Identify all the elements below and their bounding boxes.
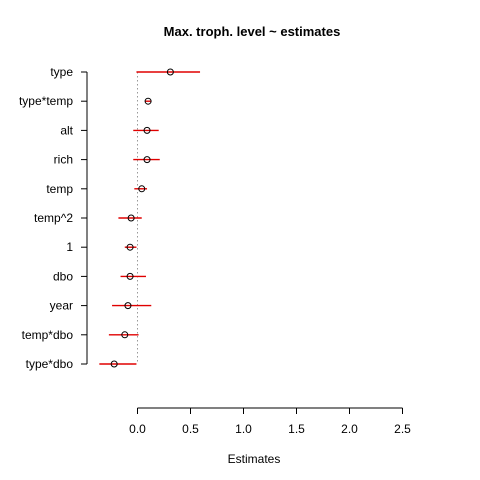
x-tick-label: 1.0 (235, 422, 252, 436)
y-tick-label: temp^2 (34, 211, 73, 225)
y-axis: type type*temp alt rich temp temp^2 1 dbo year te… (19, 65, 88, 371)
y-tick-label: temp*dbo (22, 328, 74, 342)
y-tick-label: type*temp (19, 94, 73, 108)
y-tick-label: dbo (53, 269, 73, 283)
confidence-intervals (99, 71, 201, 365)
chart-title: Max. troph. level ~ estimates (164, 24, 341, 39)
x-tick-label: 0.0 (129, 422, 146, 436)
y-tick-label: rich (54, 153, 73, 167)
point-dbo (126, 272, 134, 280)
point-temp*dbo (121, 331, 129, 339)
point-1 (126, 243, 134, 251)
x-tick-label: 2.5 (394, 422, 411, 436)
point-temp (138, 185, 146, 193)
y-tick-label: temp (46, 182, 73, 196)
x-axis-label: Estimates (228, 452, 281, 466)
x-tick-label: 1.5 (288, 422, 305, 436)
y-tick-label: type (50, 65, 73, 79)
x-axis: 0.0 0.5 1.0 1.5 2.0 2.5 (129, 407, 411, 436)
x-tick-label: 2.0 (341, 422, 358, 436)
point-rich (143, 156, 151, 164)
y-tick-label: year (50, 299, 73, 313)
y-tick-label: alt (60, 123, 73, 137)
point-type*temp (144, 97, 152, 105)
point-alt (143, 126, 151, 134)
y-tick-label: type*dbo (26, 357, 74, 371)
estimate-points (110, 68, 174, 368)
point-type (166, 68, 174, 76)
point-type*dbo (110, 360, 118, 368)
point-year (124, 302, 132, 310)
point-temp^2 (127, 214, 135, 222)
x-tick-label: 0.5 (182, 422, 199, 436)
y-tick-label: 1 (66, 240, 73, 254)
